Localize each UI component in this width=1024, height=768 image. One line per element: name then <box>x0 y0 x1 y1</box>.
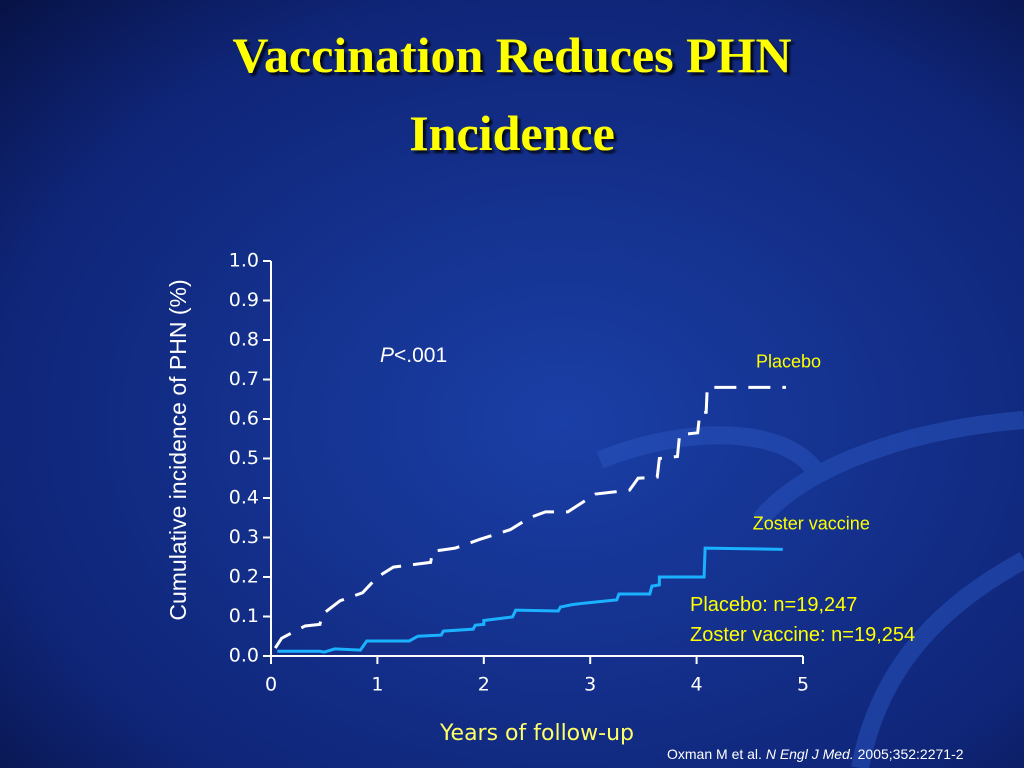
x-tick-label: 2 <box>478 674 490 696</box>
note: Placebo: n=19,247 <box>690 594 857 616</box>
title-line: Vaccination Reduces PHN <box>232 27 791 83</box>
decoration <box>596 411 1024 768</box>
note: Zoster vaccine: n=19,254 <box>690 624 915 646</box>
citation-journal: N Engl J Med. <box>766 746 854 762</box>
series-label: Zoster vaccine <box>753 513 870 533</box>
y-tick-label: 0.0 <box>229 645 259 667</box>
p-value: P<.001 <box>380 344 447 367</box>
x-tick-label: 3 <box>584 674 596 696</box>
p-italic: P <box>380 344 394 367</box>
x-axis-label: Years of follow-up <box>439 721 634 746</box>
x-tick-label: 5 <box>797 674 809 696</box>
y-tick-label: 1.0 <box>229 250 259 272</box>
series-line <box>277 546 783 654</box>
p-text: <.001 <box>394 344 447 367</box>
x-tick-label: 1 <box>371 674 383 696</box>
series-line <box>273 385 786 649</box>
y-tick-label: 0.9 <box>229 289 259 311</box>
citation: Oxman M et al. N Engl J Med. 2005;352:22… <box>667 746 964 762</box>
y-tick-label: 0.3 <box>229 526 259 548</box>
y-tick-label: 0.8 <box>229 329 259 351</box>
x-tick-label: 0 <box>265 674 277 696</box>
y-tick-label: 0.4 <box>229 487 259 509</box>
y-tick-label: 0.2 <box>229 566 259 588</box>
y-axis-label: Cumulative incidence of PHN (%) <box>165 279 191 620</box>
y-tick-label: 0.1 <box>229 605 259 627</box>
x-tick-label: 4 <box>691 674 703 696</box>
series-label: Placebo <box>756 351 821 371</box>
plot: 0.0 0.1 0.2 0.3 0.4 0.5 0.6 0.7 0.8 0.9 1.0 0 1 2 3 4 5 P… <box>229 250 870 696</box>
y-tick-label: 0.7 <box>229 368 259 390</box>
y-tick-label: 0.6 <box>229 408 259 430</box>
citation-authors: Oxman M et al. <box>667 746 766 762</box>
citation-ref: 2005;352:2271-2 <box>854 746 964 762</box>
y-tick-label: 0.5 <box>229 447 259 469</box>
title-line: Incidence <box>409 105 615 161</box>
